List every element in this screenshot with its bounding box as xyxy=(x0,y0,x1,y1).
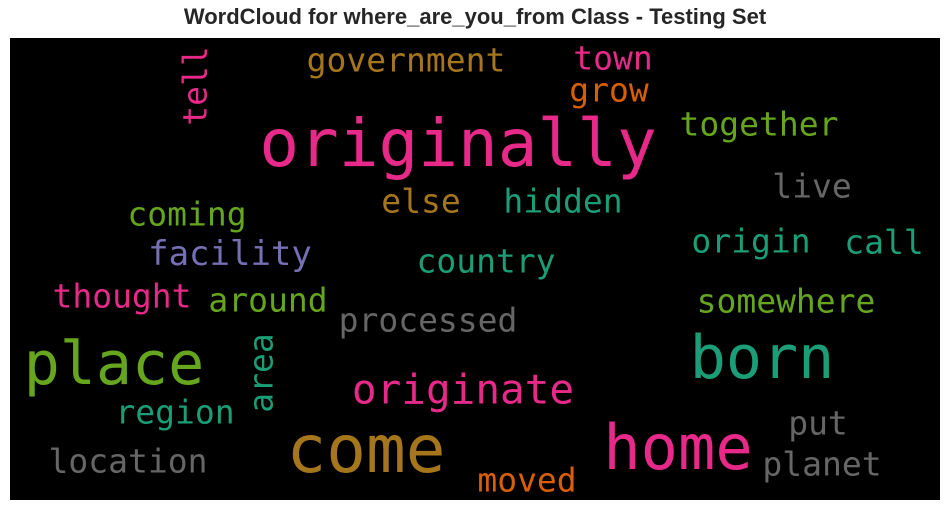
word-hidden: hidden xyxy=(503,181,623,221)
word-somewhere: somewhere xyxy=(696,281,876,321)
word-home: home xyxy=(603,411,753,484)
word-come: come xyxy=(286,411,446,488)
word-origin: origin xyxy=(691,221,811,261)
word-area: area xyxy=(241,333,281,413)
word-region: region xyxy=(115,392,235,432)
word-facility: facility xyxy=(148,234,312,274)
word-location: location xyxy=(48,441,208,481)
word-else: else xyxy=(381,181,461,221)
word-moved: moved xyxy=(477,460,577,500)
word-originally: originally xyxy=(259,105,657,182)
word-planet: planet xyxy=(762,444,882,484)
word-thought: thought xyxy=(52,276,192,316)
word-put: put xyxy=(788,403,848,443)
word-grow: grow xyxy=(569,70,649,110)
word-processed: processed xyxy=(338,300,518,340)
word-coming: coming xyxy=(127,194,247,234)
word-around: around xyxy=(208,280,328,320)
word-together: together xyxy=(679,104,839,144)
word-town: town xyxy=(573,38,653,78)
word-country: country xyxy=(416,241,556,281)
word-originate: originate xyxy=(351,365,575,414)
chart-title: WordCloud for where_are_you_from Class -… xyxy=(183,4,767,29)
word-born: born xyxy=(689,323,835,393)
wordcloud-canvas: originally come home born place originat… xyxy=(10,38,940,500)
word-government: government xyxy=(306,40,506,80)
word-tell: tell xyxy=(175,46,215,126)
word-call: call xyxy=(844,222,924,262)
word-place: place xyxy=(23,329,205,399)
word-live: live xyxy=(772,166,852,206)
